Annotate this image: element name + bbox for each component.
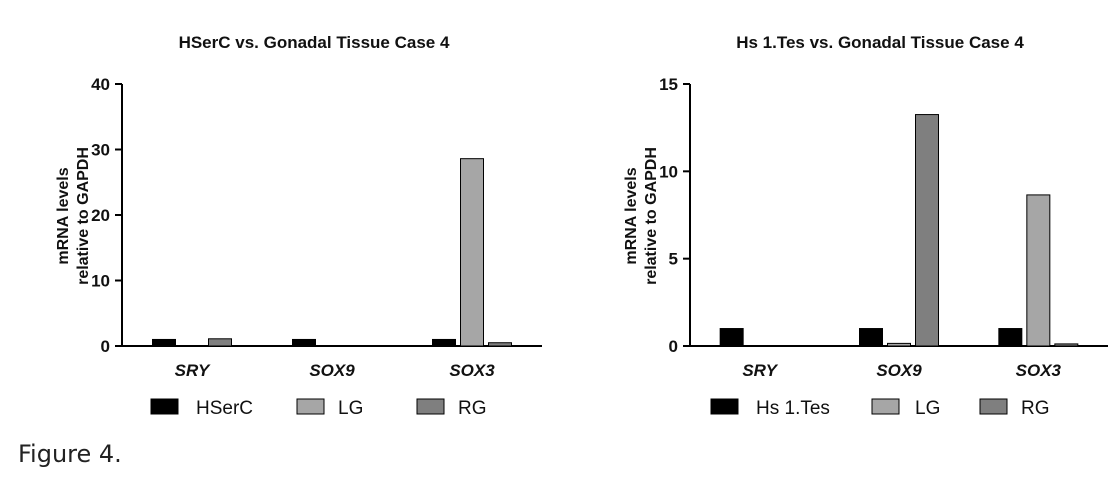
legend-swatch [979,398,1008,415]
x-tick-label: SOX9 [876,361,922,380]
chart-2: Hs 1.Tes vs. Gonadal Tissue Case 4 mRNA l… [623,33,1108,419]
bar [1026,194,1051,347]
bar [152,338,176,347]
y-tick-label: 10 [91,272,110,291]
legend-label: HSerC [196,398,253,419]
legend-label: LG [915,398,940,419]
legend-swatch [871,398,900,415]
legend-swatch [296,398,325,415]
y-axis-label: mRNA levels relative to GAPDH [55,147,92,285]
figure-caption: Figure 4. [18,440,122,468]
legend-label: LG [338,398,363,419]
bar [915,114,939,347]
y-axis-label-line: mRNA levels [55,167,72,264]
y-tick-label: 40 [91,75,110,94]
legend-swatch [710,398,739,415]
x-tick-label: SOX9 [309,361,355,380]
legend-label: Hs 1.Tes [756,398,830,419]
y-tick-label: 5 [669,250,678,269]
chart-title: HSerC vs. Gonadal Tissue Case 4 [179,33,450,52]
bar [1054,343,1079,347]
bar [292,338,316,347]
y-axis-label: mRNA levels relative to GAPDH [623,147,660,285]
legend-swatch [150,398,179,415]
bar [719,328,744,347]
bar [887,342,911,347]
y-axis-label-line: relative to GAPDH [643,147,660,285]
bar [998,328,1023,347]
legend-label: RG [1021,398,1050,419]
x-tick-label: SRY [742,361,778,380]
y-tick-label: 20 [91,206,110,225]
bar [488,342,512,347]
bar [432,338,456,347]
x-tick-label: SOX3 [449,361,495,380]
bar [460,158,484,347]
y-tick-label: 0 [669,337,678,356]
y-tick-label: 30 [91,141,110,160]
bar [859,328,883,347]
y-tick-label: 10 [659,162,678,181]
chart-1: HSerC vs. Gonadal Tissue Case 4 mRNA leve… [55,33,542,419]
y-axis-label-line: relative to GAPDH [75,147,92,285]
legend-swatch [416,398,445,415]
bar [208,338,232,347]
y-tick-label: 15 [659,75,678,94]
y-tick-label: 0 [101,337,110,356]
x-tick-label: SOX3 [1016,361,1062,380]
legend-label: RG [458,398,487,419]
x-tick-label: SRY [175,361,211,380]
chart-title: Hs 1.Tes vs. Gonadal Tissue Case 4 [736,33,1024,52]
y-axis-label-line: mRNA levels [623,167,640,264]
